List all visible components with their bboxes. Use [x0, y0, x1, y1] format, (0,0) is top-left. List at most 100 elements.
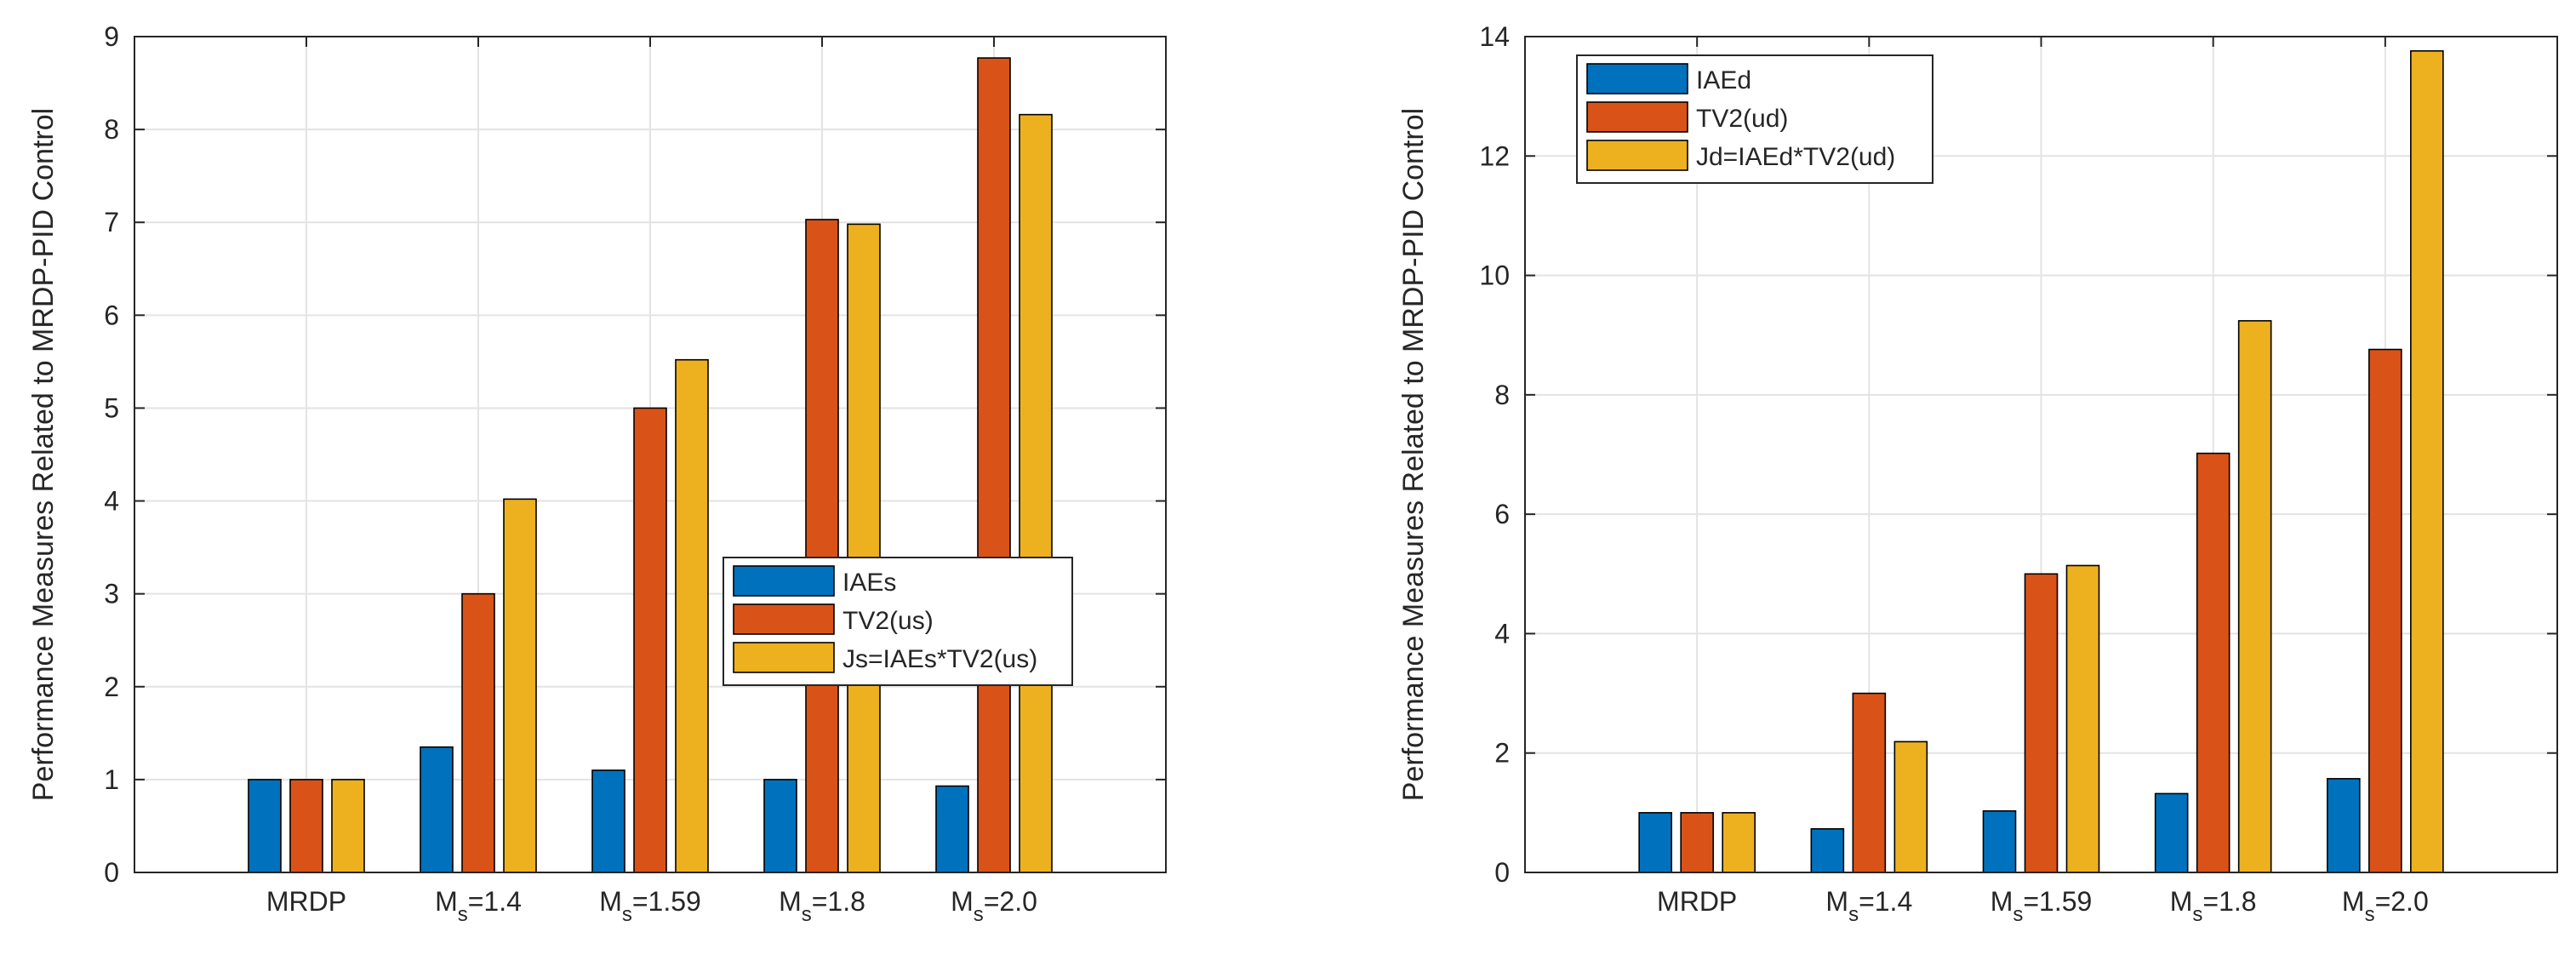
- x-tick-label-suffix: =1.4: [1859, 886, 1912, 917]
- x-tick-label: Ms=1.59: [599, 886, 701, 926]
- bar-1-4: [763, 779, 797, 873]
- bar-3-3: [2065, 564, 2100, 873]
- y-tick-label: 10: [1479, 260, 1510, 291]
- x-tick-label-subscript: s: [1848, 903, 1859, 926]
- y-tick-label: 4: [1494, 618, 1510, 649]
- x-tick-label-subscript: s: [2013, 903, 2023, 926]
- bar-2-3: [2024, 573, 2059, 873]
- x-tick-label-subscript: s: [802, 903, 812, 926]
- bar-1-4: [2154, 792, 2189, 873]
- y-axis-label: Performance Measures Related to MRDP-PID…: [1397, 108, 1430, 801]
- x-tick-label: Ms=2.0: [2342, 886, 2429, 926]
- y-tick-label: 4: [104, 486, 119, 517]
- y-axis-label: Performance Measures Related to MRDP-PID…: [27, 108, 60, 801]
- bar-3-3: [675, 358, 709, 873]
- x-tick-label-subscript: s: [974, 903, 984, 926]
- bar-1-2: [1810, 827, 1845, 873]
- x-tick-label: Ms=1.8: [2170, 886, 2257, 926]
- y-tick-label: 8: [1494, 380, 1510, 410]
- x-tick-label-subscript: s: [622, 903, 632, 926]
- x-tick-label-main: M: [779, 886, 802, 917]
- x-tick-label: Ms=2.0: [951, 886, 1037, 926]
- x-tick-label-main: M: [2342, 886, 2365, 917]
- x-tick-label: Ms=1.4: [1825, 886, 1912, 926]
- bar-2-1: [1680, 812, 1714, 873]
- x-tick-label: Ms=1.59: [1991, 886, 2093, 926]
- x-tick-label-main: M: [951, 886, 974, 917]
- bar-3-5: [1019, 113, 1053, 873]
- x-tick-label-main: MRDP: [1657, 886, 1737, 917]
- x-tick-label-suffix: =1.8: [2202, 886, 2256, 917]
- axes-box: [1524, 36, 2558, 873]
- x-tick-label-suffix: =2.0: [2375, 886, 2429, 917]
- y-tick-label: 6: [104, 300, 119, 330]
- legend-swatch-2: [1586, 101, 1688, 133]
- y-tick-label: 2: [104, 672, 119, 702]
- x-tick-label-main: M: [1825, 886, 1848, 917]
- legend-label-1: IAEs: [842, 569, 896, 597]
- x-tick-label: Ms=1.4: [435, 886, 522, 926]
- bar-1-3: [1982, 809, 2017, 873]
- y-tick-label: 12: [1479, 140, 1510, 171]
- bar-2-4: [2196, 452, 2230, 873]
- legend-swatch-2: [733, 603, 835, 635]
- y-tick-label: 3: [104, 579, 119, 609]
- legend-swatch-3: [1586, 140, 1688, 171]
- x-tick-label-subscript: s: [458, 903, 468, 926]
- x-tick-label: Ms=1.8: [779, 886, 865, 926]
- bar-3-1: [1722, 812, 1756, 873]
- bar-2-1: [289, 779, 323, 873]
- x-tick-label-subscript: s: [2365, 903, 2375, 926]
- y-tick-label: 8: [104, 114, 119, 145]
- bar-2-5: [977, 57, 1011, 873]
- legend-label-3: Js=IAEs*TV2(us): [842, 645, 1037, 673]
- bar-2-2: [461, 592, 495, 873]
- bar-3-4: [847, 223, 881, 873]
- x-tick-label: MRDP: [266, 886, 346, 917]
- axes-box: [134, 36, 1167, 873]
- legend-label-2: TV2(us): [842, 607, 934, 635]
- bar-1-5: [935, 785, 969, 873]
- x-tick-label: MRDP: [1657, 886, 1737, 917]
- x-tick-label-suffix: =1.4: [468, 886, 522, 917]
- bar-1-3: [591, 769, 625, 873]
- y-tick-label: 0: [1494, 857, 1510, 888]
- bar-3-4: [2237, 320, 2272, 873]
- bar-3-5: [2410, 50, 2444, 873]
- legend-swatch-1: [733, 565, 835, 597]
- x-tick-label-suffix: =1.8: [812, 886, 865, 917]
- x-tick-label-subscript: s: [2192, 903, 2202, 926]
- y-tick-label: 1: [104, 764, 119, 795]
- bar-1-5: [2327, 778, 2361, 873]
- legend-label-3: Jd=IAEd*TV2(ud): [1696, 143, 1895, 171]
- bar-1-1: [248, 779, 282, 873]
- x-tick-label-main: M: [435, 886, 458, 917]
- x-tick-label-main: M: [2170, 886, 2193, 917]
- bar-2-2: [1852, 692, 1887, 873]
- x-tick-label-suffix: =1.59: [2023, 886, 2092, 917]
- bar-3-2: [1893, 741, 1928, 873]
- bar-2-5: [2368, 348, 2402, 873]
- y-tick-label: 6: [1494, 499, 1510, 529]
- y-tick-label: 2: [1494, 738, 1510, 769]
- bar-2-3: [633, 407, 667, 873]
- legend-swatch-1: [1586, 63, 1688, 94]
- x-tick-label-suffix: =2.0: [984, 886, 1037, 917]
- legend-label-1: IAEd: [1696, 66, 1751, 94]
- legend-label-2: TV2(ud): [1696, 105, 1788, 133]
- x-tick-label-main: M: [1991, 886, 2013, 917]
- bar-2-4: [805, 219, 839, 873]
- y-tick-label: 14: [1479, 21, 1510, 52]
- y-tick-label: 0: [104, 857, 119, 888]
- bar-3-1: [331, 779, 365, 873]
- x-tick-label-main: M: [599, 886, 622, 917]
- x-tick-label-suffix: =1.59: [632, 886, 701, 917]
- legend-swatch-3: [733, 642, 835, 673]
- y-tick-label: 9: [104, 21, 119, 52]
- bar-1-2: [420, 746, 454, 873]
- bar-3-2: [503, 498, 537, 873]
- x-tick-label-main: MRDP: [266, 886, 346, 917]
